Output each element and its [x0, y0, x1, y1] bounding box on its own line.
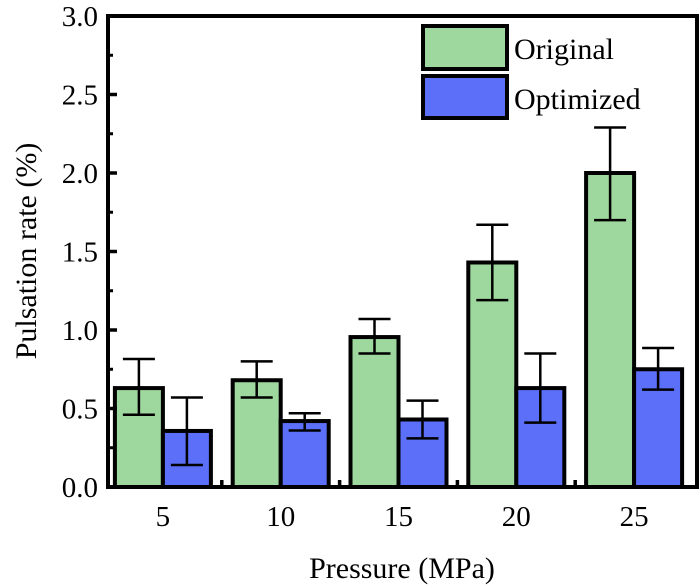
- y-axis-ticks: 0.0 0.5 1.0 1.5 2.0 2.5 3.0: [62, 1, 117, 504]
- bar-optimized-10: [278, 419, 331, 489]
- legend-swatch-original: [421, 24, 509, 71]
- legend-swatch-optimized: [421, 74, 509, 120]
- y-tick-label: 2.5: [62, 80, 98, 112]
- legend-label-optimized: Optimized: [514, 83, 641, 116]
- x-tick-label: 20: [502, 501, 531, 533]
- y-axis-title: Pulsation rate (%): [10, 143, 43, 360]
- bar-original-15: [348, 335, 401, 489]
- legend: Original Optimized: [421, 24, 641, 120]
- y-tick-label: 1.5: [62, 237, 98, 269]
- y-tick-label: 2.0: [62, 158, 98, 190]
- error-bars-layer: [122, 126, 675, 467]
- legend-label-original: Original: [514, 33, 614, 66]
- y-tick-label: 3.0: [62, 1, 98, 33]
- y-tick-label: 0.0: [62, 472, 98, 504]
- x-tick-label: 10: [266, 501, 295, 533]
- y-tick-label: 1.0: [62, 315, 98, 347]
- x-tick-label: 15: [384, 501, 413, 533]
- x-tick-label: 25: [620, 501, 649, 533]
- x-tick-label: 5: [156, 501, 171, 533]
- y-tick-label: 0.5: [62, 394, 98, 426]
- x-axis-title: Pressure (MPa): [309, 552, 495, 585]
- x-axis-ticks: 5 10 15 20 25: [156, 480, 649, 533]
